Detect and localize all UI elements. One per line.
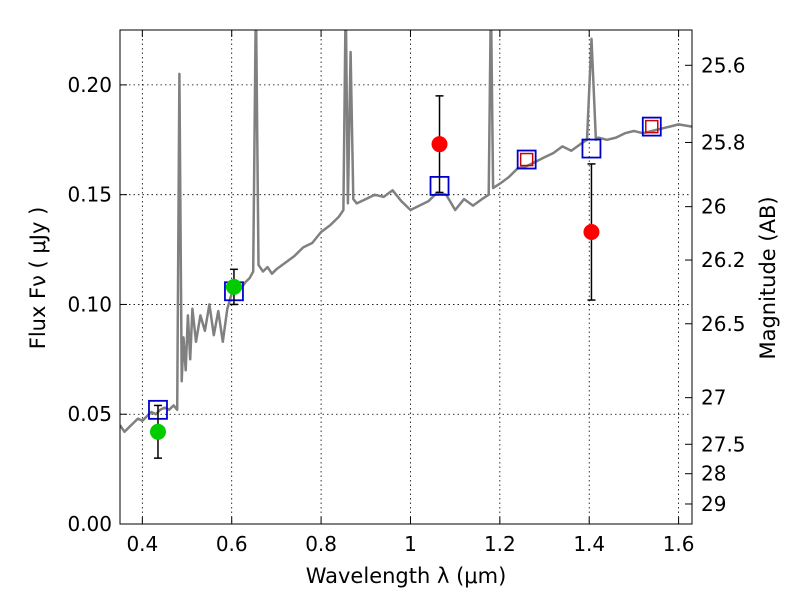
observation-point: [583, 223, 600, 240]
right-y-axis-label: Magnitude (AB): [756, 196, 780, 359]
observation-point: [149, 423, 166, 440]
plot-frame: [119, 29, 693, 525]
x-tick-label: 1.6: [663, 532, 695, 556]
model-square: [581, 138, 602, 159]
y2-tick-label: 25.6: [701, 53, 746, 77]
model-square: [516, 149, 537, 170]
x-tick-label: 1: [404, 532, 417, 556]
plot-content: [120, 30, 692, 459]
observation-point: [431, 136, 448, 153]
y-tick-label: 0.00: [67, 512, 112, 536]
spectrum-line: [120, 30, 692, 434]
model-square: [641, 116, 662, 137]
x-tick-label: 1.2: [484, 532, 516, 556]
y-tick-label: 0.15: [67, 183, 112, 207]
y-tick-label: 0.20: [67, 73, 112, 97]
y2-tick-label: 26: [701, 195, 726, 219]
y2-tick-label: 26.5: [701, 312, 746, 336]
model-square-inner: [645, 119, 659, 134]
y-tick-label: 0.10: [67, 292, 112, 316]
x-axis-label: Wavelength λ (μm): [306, 564, 507, 588]
model-square-inner: [519, 152, 534, 167]
y2-tick-label: 25.8: [701, 130, 746, 154]
x-tick-label: 1.4: [573, 532, 605, 556]
x-tick-label: 0.8: [305, 532, 337, 556]
y-tick-label: 0.05: [67, 402, 112, 426]
y-axis-label: Flux Fν ( μJy ): [26, 207, 50, 350]
y2-tick-label: 27.5: [701, 432, 746, 456]
y2-tick-label: 28: [701, 462, 726, 486]
grid-lines: [120, 30, 692, 525]
y2-tick-label: 29: [701, 492, 726, 516]
axis-ticks: 0.4 0.6 0.8 1 1.2 1.4 1.6 0.00 0.05 0.10 0.15 0.20 2…: [67, 30, 746, 556]
observation-point: [225, 278, 242, 295]
x-tick-label: 0.6: [216, 532, 248, 556]
y2-tick-label: 26.2: [701, 248, 746, 272]
x-tick-label: 0.4: [126, 532, 158, 556]
y2-tick-label: 27: [701, 386, 726, 410]
